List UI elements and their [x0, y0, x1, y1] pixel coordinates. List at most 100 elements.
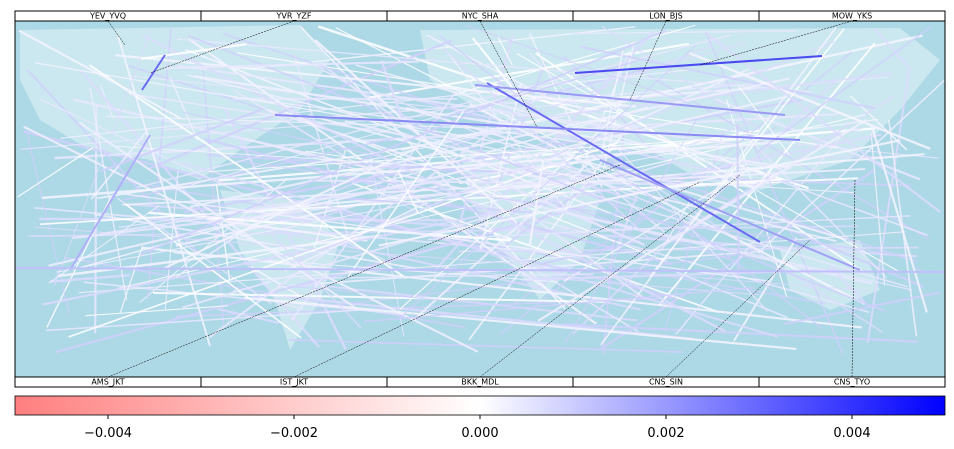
route: [320, 195, 533, 214]
route-label: IST_JKT: [280, 378, 308, 387]
route: [88, 64, 407, 280]
route: [398, 44, 697, 320]
route: [740, 130, 887, 279]
route: [733, 237, 798, 342]
route: [48, 95, 789, 267]
route: [23, 125, 479, 353]
route-label: MOW_YKS: [832, 12, 872, 21]
route: [78, 121, 359, 311]
route: [208, 131, 833, 173]
route: [175, 209, 275, 278]
label-strips: YEV_YVQ YVR_YZF NYC_SHA LON_BJS MOW_YKS AMS_J…: [14, 10, 946, 388]
route: [544, 67, 650, 97]
route: [874, 28, 909, 67]
route: [914, 266, 923, 272]
route: [870, 132, 886, 286]
route: [268, 45, 712, 218]
route: [715, 98, 921, 181]
route: [18, 29, 182, 120]
route: [265, 228, 362, 329]
route-label: YEV_YVQ: [89, 12, 126, 21]
route: [580, 45, 876, 110]
route: [232, 89, 639, 333]
route: [757, 26, 932, 152]
route: [222, 32, 918, 263]
route: [300, 273, 594, 280]
route: [202, 65, 225, 325]
route: [572, 78, 838, 335]
route: [290, 90, 458, 321]
route: [380, 59, 404, 120]
route: [784, 291, 941, 325]
route: [537, 118, 868, 322]
route: [274, 114, 801, 141]
route: [866, 65, 911, 344]
route: [498, 157, 639, 202]
route: [442, 47, 651, 240]
route: [50, 273, 131, 283]
route: [502, 182, 593, 249]
route: [378, 139, 901, 247]
route: [118, 179, 826, 305]
route: [128, 93, 451, 143]
route: [368, 42, 690, 99]
colorbar-tick-label: −0.002: [270, 426, 318, 441]
route: [299, 127, 862, 288]
route: [512, 159, 540, 174]
route: [26, 69, 201, 256]
colorbar-ticks: −0.004 −0.002 0.000 0.002 0.004: [84, 415, 871, 441]
route: [736, 123, 740, 280]
route: [704, 31, 941, 214]
route: [85, 305, 228, 317]
route: [140, 43, 247, 60]
route: [177, 38, 812, 93]
route: [277, 250, 764, 288]
route: [116, 145, 856, 194]
colorbar-tick-label: −0.004: [84, 426, 132, 441]
route: [351, 182, 720, 314]
route: [17, 147, 94, 198]
route: [564, 118, 698, 343]
route: [738, 86, 790, 156]
route: [412, 153, 599, 321]
route: [119, 245, 144, 314]
route: [600, 26, 837, 346]
route: [590, 217, 913, 291]
route: [141, 54, 166, 91]
route: [115, 54, 637, 108]
route: [69, 134, 151, 271]
colorbar-tick-label: 0.002: [647, 426, 684, 441]
route: [209, 91, 547, 338]
route: [125, 203, 917, 258]
route: [89, 87, 128, 301]
route: [599, 159, 861, 271]
route-label: BKK_MDL: [461, 378, 499, 387]
route: [685, 121, 752, 148]
route: [466, 25, 692, 105]
route: [528, 52, 768, 312]
route: [118, 148, 662, 229]
route: [116, 192, 771, 283]
route: [117, 197, 272, 305]
route: [675, 130, 847, 335]
route: [474, 84, 786, 116]
route: [563, 323, 918, 343]
route: [125, 203, 302, 339]
route: [528, 158, 545, 246]
route: [427, 215, 911, 241]
route: [486, 82, 761, 243]
route: [496, 35, 513, 66]
route: [68, 141, 620, 338]
route: [169, 76, 199, 141]
route: [688, 51, 931, 151]
route: [471, 37, 524, 102]
map-area: [15, 21, 945, 377]
route: [174, 252, 558, 283]
route: [182, 111, 480, 180]
route: [189, 77, 790, 209]
route: [138, 29, 667, 256]
route: [193, 75, 791, 170]
route: [217, 308, 280, 325]
route: [601, 25, 761, 131]
